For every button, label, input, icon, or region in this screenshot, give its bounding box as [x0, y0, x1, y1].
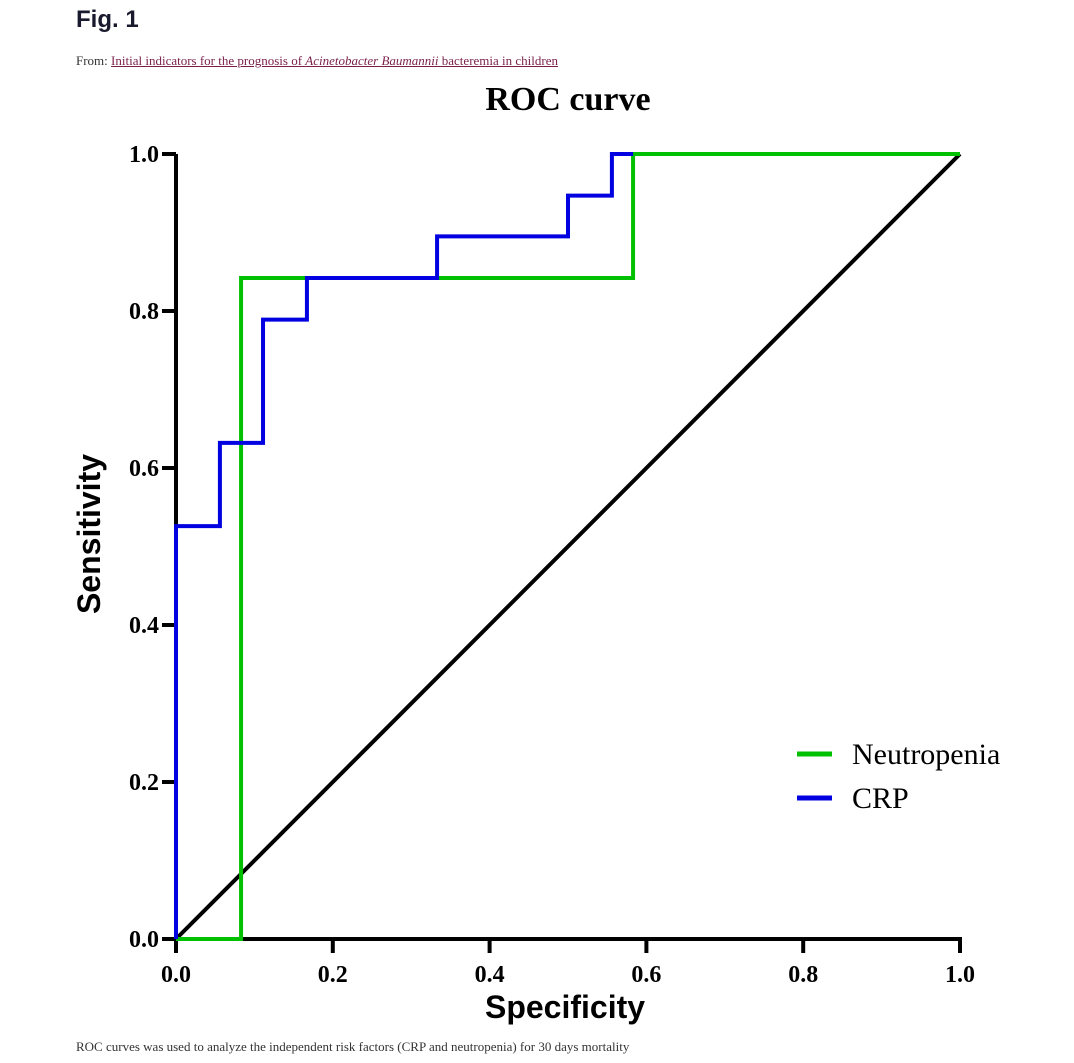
y-tick-label: 0.4 [129, 613, 159, 639]
article-link-italic: Acinetobacter Baumannii [305, 53, 439, 68]
legend-label-neutropenia: Neutropenia [852, 738, 1000, 771]
legend-label-crp: CRP [852, 782, 909, 815]
article-link[interactable]: Initial indicators for the prognosis of … [111, 53, 558, 68]
x-tick-label: 1.0 [945, 962, 975, 988]
y-tick-label: 0.2 [129, 770, 159, 796]
y-tick-label: 0.6 [129, 456, 159, 482]
roc-chart: ROC curve 0.0 0.2 0.4 0.6 0.8 1.0 0.00.20.40.… [71, 81, 1000, 1025]
y-tick-label: 0.8 [129, 299, 159, 325]
from-prefix: From: [76, 53, 112, 68]
x-tick-label: 0.4 [475, 962, 505, 988]
legend: Neutropenia CRP [797, 738, 1000, 815]
x-tick-label: 0.0 [161, 962, 191, 988]
figure-label: Fig. 1 [76, 6, 139, 33]
y-axis-title: Sensitivity [71, 454, 107, 614]
y-tick-labels: 0.0 0.2 0.4 0.6 0.8 1.0 [129, 142, 159, 953]
article-link-part2: bacteremia in children [438, 53, 558, 68]
plot-lines [174, 152, 962, 941]
x-tick-labels: 0.0 0.2 0.4 0.6 0.8 1.0 [161, 962, 975, 988]
chart-title: ROC curve [485, 81, 650, 118]
y-tick-label: 1.0 [129, 142, 159, 168]
x-tick-label: 0.8 [788, 962, 818, 988]
article-link-part1: Initial indicators for the prognosis of [111, 53, 306, 68]
x-tick-label: 0.6 [631, 962, 661, 988]
x-tick-label: 0.2 [318, 962, 348, 988]
reference-diagonal-line [174, 152, 962, 941]
source-line: From: Initial indicators for the prognos… [76, 53, 558, 69]
figure-caption: ROC curves was used to analyze the indep… [76, 1039, 630, 1054]
y-tick-label: 0.0 [129, 927, 159, 953]
series-line-crp [174, 152, 634, 939]
x-axis-title: Specificity [485, 989, 645, 1025]
